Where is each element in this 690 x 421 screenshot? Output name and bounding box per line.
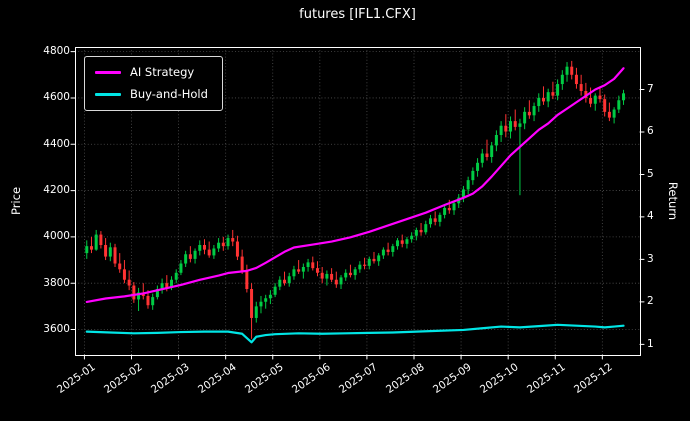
legend-item-ai-strategy: AI Strategy: [95, 65, 208, 79]
ai-strategy-line-swatch: [95, 70, 121, 74]
x-tick-label: 2025-01: [54, 361, 98, 396]
x-tick-label: 2025-04: [195, 361, 239, 396]
x-tick-label: 2025-11: [525, 361, 569, 396]
x-tick-label: 2025-08: [384, 361, 427, 396]
x-tick-label: 2025-03: [148, 361, 192, 396]
x-tick-label: 2025-05: [242, 361, 286, 396]
x-tick-label: 2025-09: [431, 361, 474, 396]
legend-label-ai-strategy: AI Strategy: [130, 65, 195, 79]
price-tick-label: 3800: [43, 276, 70, 289]
price-tick-label: 4000: [43, 230, 70, 243]
return-tick-label: 2: [647, 295, 654, 308]
price-tick-label: 3600: [43, 323, 70, 336]
chart-title: futures [IFL1.CFX]: [299, 7, 416, 22]
buy-and-hold-line-swatch: [95, 92, 121, 96]
x-tick-label: 2025-07: [336, 361, 380, 396]
price-tick-label: 4200: [43, 184, 70, 197]
legend: AI Strategy Buy-and-Hold: [84, 56, 223, 111]
return-tick-label: 1: [647, 337, 654, 350]
return-tick-label: 4: [647, 210, 654, 223]
price-tick-label: 4600: [43, 91, 70, 104]
legend-item-buy-and-hold: Buy-and-Hold: [95, 87, 208, 101]
x-tick-label: 2025-12: [572, 361, 616, 396]
legend-label-buy-and-hold: Buy-and-Hold: [130, 87, 208, 101]
x-tick-label: 2025-10: [478, 361, 522, 396]
price-tick-label: 4400: [43, 137, 70, 150]
x-tick-label: 2025-02: [101, 361, 145, 396]
return-tick-label: 6: [647, 125, 654, 138]
return-tick-label: 5: [647, 167, 654, 180]
x-tick-label: 2025-06: [289, 361, 333, 396]
price-tick-label: 4800: [43, 45, 70, 58]
return-tick-label: 7: [647, 82, 654, 95]
return-tick-label: 3: [647, 252, 654, 265]
